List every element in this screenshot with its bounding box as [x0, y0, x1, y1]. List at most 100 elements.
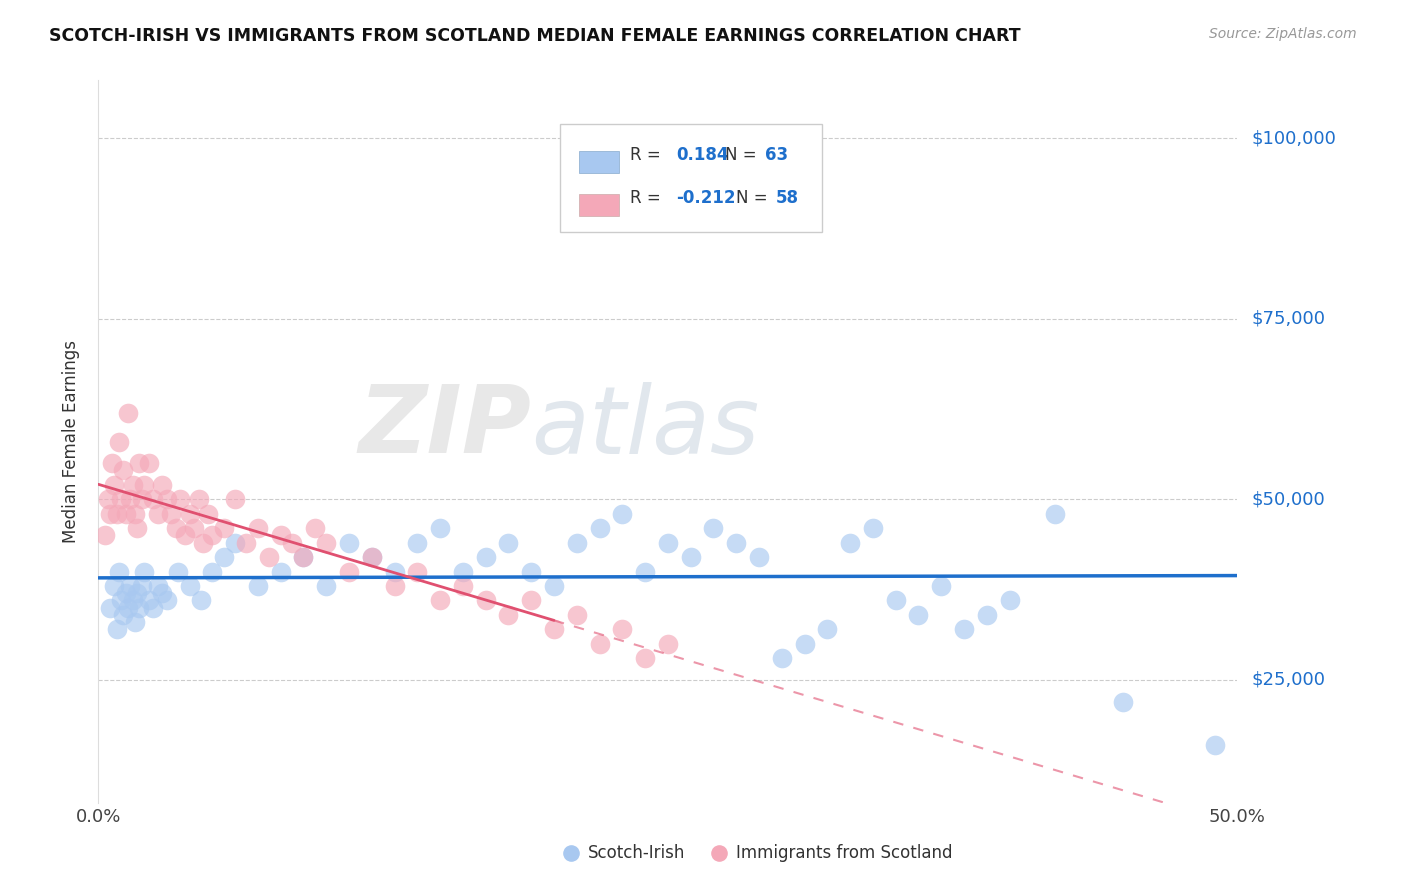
Point: [169, 492, 191, 507]
Point: [156, 492, 179, 507]
Point: [565, 535, 588, 549]
Point: [112, 607, 135, 622]
Point: [1204, 738, 1226, 752]
Point: [725, 535, 748, 549]
Point: [907, 607, 929, 622]
Point: [748, 550, 770, 565]
Point: [150, 478, 173, 492]
Point: [1112, 695, 1135, 709]
Point: [179, 507, 201, 521]
Text: -0.212: -0.212: [676, 189, 735, 207]
Point: [406, 535, 429, 549]
Point: [212, 550, 235, 565]
Point: [612, 507, 634, 521]
Point: [142, 492, 165, 507]
Point: [174, 528, 197, 542]
Point: [270, 528, 292, 542]
Point: [187, 492, 209, 507]
Point: [451, 579, 474, 593]
Point: [281, 535, 304, 549]
Point: [150, 586, 173, 600]
Point: [98, 600, 121, 615]
Point: [224, 492, 246, 507]
Point: [429, 521, 451, 535]
Point: [1043, 507, 1066, 521]
Point: [132, 478, 155, 492]
Point: [1329, 854, 1351, 868]
Point: [108, 434, 131, 449]
Point: [179, 579, 201, 593]
Point: [520, 565, 543, 579]
Point: [128, 600, 150, 615]
Point: [142, 600, 165, 615]
Point: [634, 565, 657, 579]
Point: [429, 593, 451, 607]
Point: [315, 579, 337, 593]
Point: [588, 521, 610, 535]
Point: [360, 550, 382, 565]
Point: [212, 521, 235, 535]
Point: [120, 492, 142, 507]
Point: [167, 565, 190, 579]
Text: $75,000: $75,000: [1251, 310, 1326, 327]
Text: $50,000: $50,000: [1251, 491, 1324, 508]
Point: [103, 579, 125, 593]
Point: [121, 478, 143, 492]
Point: [259, 550, 281, 565]
Point: [815, 623, 838, 637]
Point: [929, 579, 952, 593]
Point: [193, 535, 215, 549]
Text: Source: ZipAtlas.com: Source: ZipAtlas.com: [1209, 27, 1357, 41]
Text: atlas: atlas: [531, 382, 759, 473]
Point: [634, 651, 657, 665]
Point: [114, 586, 136, 600]
Point: [360, 550, 382, 565]
Point: [406, 565, 429, 579]
Point: [270, 565, 292, 579]
Point: [160, 507, 183, 521]
Point: [117, 406, 139, 420]
Point: [131, 492, 153, 507]
Point: [108, 565, 131, 579]
Point: [131, 579, 153, 593]
Point: [679, 550, 702, 565]
Point: [156, 593, 179, 607]
Point: [292, 550, 315, 565]
Text: N =: N =: [725, 146, 762, 164]
Point: [110, 492, 132, 507]
Point: [235, 535, 257, 549]
Point: [146, 579, 169, 593]
Point: [612, 623, 634, 637]
Point: [246, 521, 269, 535]
Point: [884, 593, 907, 607]
Point: [98, 507, 121, 521]
Point: [337, 565, 360, 579]
Point: [543, 579, 565, 593]
Point: [146, 507, 169, 521]
Point: [138, 593, 160, 607]
Text: N =: N =: [737, 189, 773, 207]
Point: [953, 623, 976, 637]
Point: [138, 456, 160, 470]
Point: [304, 521, 326, 535]
Point: [998, 593, 1021, 607]
Point: [770, 651, 793, 665]
Point: [976, 607, 998, 622]
Point: [657, 637, 679, 651]
Point: [190, 593, 212, 607]
Point: [474, 550, 496, 565]
Point: [839, 535, 862, 549]
Point: [1032, 854, 1054, 868]
Text: Scotch-Irish: Scotch-Irish: [588, 845, 686, 863]
Text: 0.184: 0.184: [676, 146, 728, 164]
Text: 58: 58: [776, 189, 799, 207]
Point: [759, 167, 782, 181]
Point: [201, 528, 224, 542]
Point: [197, 507, 219, 521]
Point: [103, 478, 125, 492]
Point: [124, 615, 146, 630]
Text: $100,000: $100,000: [1251, 129, 1336, 147]
FancyBboxPatch shape: [560, 124, 821, 232]
Point: [474, 593, 496, 607]
Point: [127, 586, 149, 600]
